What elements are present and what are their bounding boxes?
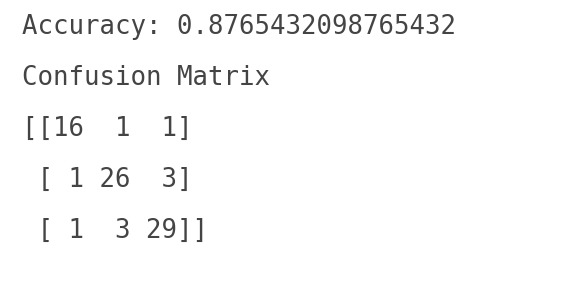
Text: Accuracy: 0.8765432098765432: Accuracy: 0.8765432098765432 — [22, 14, 456, 41]
Text: Confusion Matrix: Confusion Matrix — [22, 65, 270, 91]
Text: [[16  1  1]: [[16 1 1] — [22, 116, 193, 142]
Text: [ 1  3 29]]: [ 1 3 29]] — [22, 218, 208, 244]
Text: [ 1 26  3]: [ 1 26 3] — [22, 167, 193, 193]
